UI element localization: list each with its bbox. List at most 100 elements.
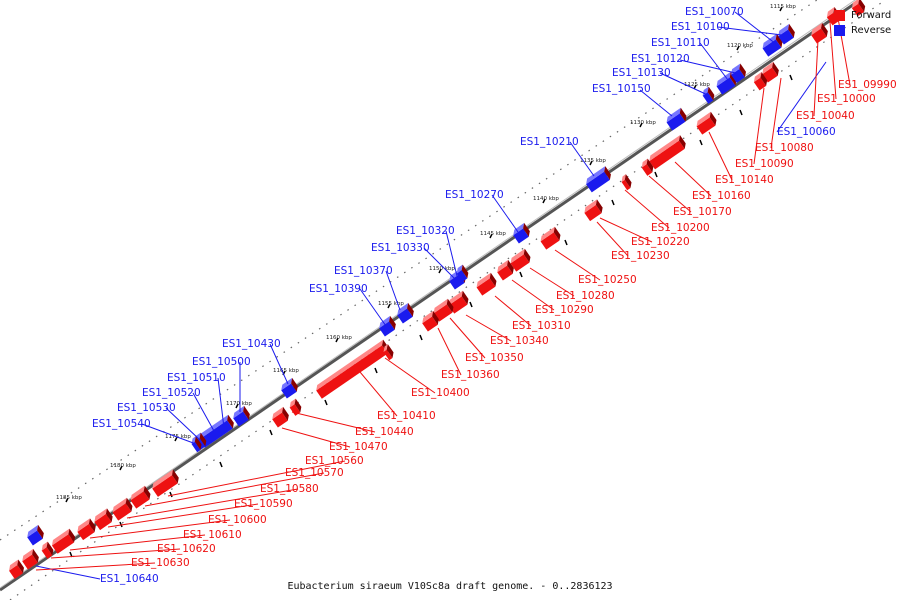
forward-gene <box>51 528 76 554</box>
forward-label: ES1_10040 <box>796 110 855 122</box>
reverse-gene <box>778 23 795 45</box>
reverse-gene <box>281 377 298 399</box>
forward-label: ES1_10350 <box>465 352 524 364</box>
forward-gene <box>510 248 531 272</box>
reverse-label-leader <box>269 343 289 385</box>
reverse-gene <box>762 33 783 57</box>
reverse-label: ES1_10500 <box>192 356 251 368</box>
tick-0 <box>779 6 783 12</box>
forward-gene <box>9 559 24 579</box>
reverse-label-leader <box>359 288 387 327</box>
tick-label: 1185 kbp <box>56 495 82 501</box>
tick-label: 1120 kbp <box>727 43 753 49</box>
forward-track <box>9 0 887 600</box>
fwd-tick <box>119 521 123 528</box>
tick-label: 1150 kbp <box>429 266 455 272</box>
fwd-tick <box>739 109 743 116</box>
reverse-label: ES1_10110 <box>651 37 710 49</box>
tick-9 <box>335 337 339 343</box>
reverse-label: ES1_10130 <box>612 67 671 79</box>
forward-label-leader <box>50 548 181 559</box>
gene-labels: ES1_10070 ES1_10100 ES1_10110 ES1_10120 ES1_… <box>92 6 897 585</box>
reverse-gene <box>513 222 530 244</box>
forward-label: ES1_10280 <box>556 290 615 302</box>
tick-label: 1155 kbp <box>378 301 404 307</box>
tick-marks: 1115 kbp 1120 kbp 1125 kbp 1130 kbp 1135 kbp… <box>56 4 796 558</box>
forward-label-leader <box>144 472 325 507</box>
forward-label-leader <box>359 371 398 417</box>
forward-gene <box>762 61 779 83</box>
legend-reverse: Reverse <box>834 23 892 38</box>
forward-label-leader <box>708 131 733 181</box>
tick-label: 1180 kbp <box>110 463 136 469</box>
forward-label-leader <box>596 221 629 257</box>
legend-forward: Forward <box>834 8 892 23</box>
reverse-label: ES1_10100 <box>671 21 730 33</box>
forward-label: ES1_10170 <box>673 206 732 218</box>
fwd-tick <box>269 429 273 436</box>
forward-label-leader <box>281 427 351 448</box>
fwd-tick <box>219 461 223 468</box>
reverse-label-leader <box>639 89 673 117</box>
fwd-tick <box>419 334 423 341</box>
tick-label: 1130 kbp <box>630 120 656 126</box>
forward-gene <box>476 272 497 296</box>
reverse-label: ES1_10150 <box>592 83 651 95</box>
reverse-label-leader <box>385 270 401 311</box>
reverse-label: ES1_10540 <box>92 418 151 430</box>
forward-label-leader <box>107 503 259 528</box>
tick-label: 1135 kbp <box>580 158 606 164</box>
forward-gene <box>152 469 179 497</box>
forward-label: ES1_10440 <box>355 426 414 438</box>
forward-swatch <box>834 10 845 21</box>
forward-gene <box>641 158 654 176</box>
reverse-gene <box>397 302 414 324</box>
forward-label-leader <box>554 249 601 281</box>
forward-label: ES1_10580 <box>260 483 319 495</box>
forward-label: ES1_10000 <box>817 93 876 105</box>
tick-label: 1125 kbp <box>684 82 710 88</box>
reverse-label: ES1_10060 <box>777 126 836 138</box>
reverse-label-leader <box>192 392 215 432</box>
forward-label: ES1_10200 <box>651 222 710 234</box>
label-leaders <box>35 11 851 580</box>
forward-gene <box>811 22 828 44</box>
forward-label-leader <box>167 460 346 497</box>
forward-label-leader <box>829 21 837 100</box>
reverse-label-leader <box>569 141 595 177</box>
reverse-gene <box>666 107 687 131</box>
gene-blocks <box>9 0 866 579</box>
forward-gene <box>433 298 454 322</box>
forward-label-leader <box>770 77 782 149</box>
forward-label: ES1_10310 <box>512 320 571 332</box>
forward-label: ES1_10090 <box>735 158 794 170</box>
forward-label-leader <box>674 161 712 197</box>
forward-label: ES1_10610 <box>183 529 242 541</box>
reverse-label: ES1_10330 <box>371 242 430 254</box>
reverse-gene <box>456 264 469 282</box>
reverse-label: ES1_10390 <box>309 283 368 295</box>
forward-label: ES1_09990 <box>838 79 897 91</box>
reverse-label: ES1_10520 <box>142 387 201 399</box>
reverse-gene <box>379 315 396 337</box>
tick-6 <box>489 233 493 239</box>
tick-label: 1160 kbp <box>326 335 352 341</box>
reverse-label: ES1_10120 <box>631 53 690 65</box>
reverse-label-leader <box>776 61 827 133</box>
forward-gene <box>130 485 151 509</box>
fwd-tick <box>654 171 658 178</box>
reverse-label-leader <box>491 194 519 233</box>
forward-label-leader <box>384 357 436 394</box>
forward-gene <box>540 226 561 250</box>
genome-caption: Eubacterium siraeum V10Sc8a draft genome… <box>287 581 613 592</box>
fwd-tick <box>469 301 473 308</box>
tick-4 <box>589 160 593 166</box>
reverse-label-leader <box>35 565 101 580</box>
fwd-tick <box>564 239 568 246</box>
fwd-tick <box>374 367 378 374</box>
forward-label: ES1_10080 <box>755 142 814 154</box>
fwd-tick <box>789 74 793 81</box>
reverse-label: ES1_10210 <box>520 136 579 148</box>
tick-3 <box>639 122 643 128</box>
